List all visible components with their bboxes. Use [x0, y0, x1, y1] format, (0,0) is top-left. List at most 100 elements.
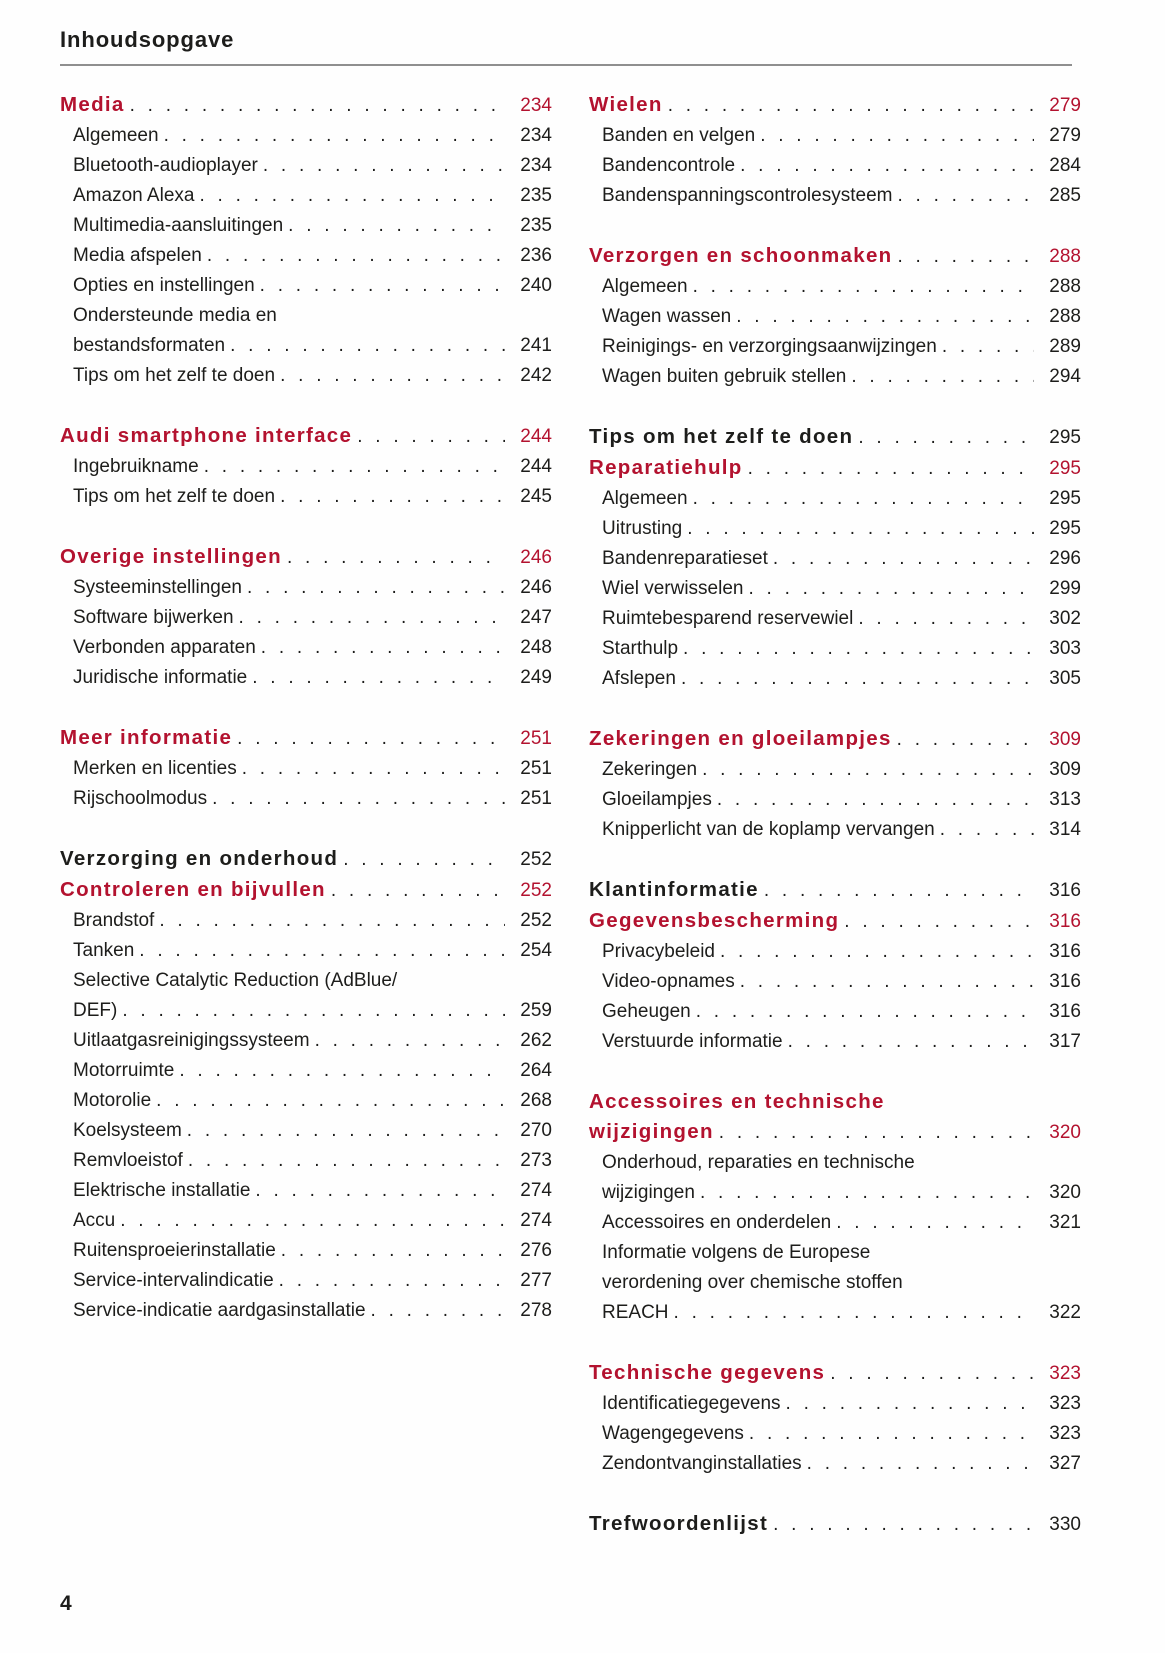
toc-entry-label: Verstuurde informatie	[602, 1031, 783, 1052]
page-number: 323	[1049, 1393, 1081, 1414]
toc-section: Media 234 Algemeen234 Bluetooth-audioplayer…	[60, 90, 552, 391]
page-number: 294	[1049, 366, 1081, 387]
toc-entry-label: Zendontvanginstallaties	[602, 1453, 802, 1474]
dot-leader	[260, 271, 505, 301]
dot-leader	[702, 755, 1034, 785]
dot-leader	[749, 1419, 1034, 1449]
toc-entry-label: Uitlaatgasreinigingssysteem	[73, 1030, 310, 1051]
page-number: 288	[1049, 306, 1081, 327]
toc-entry-label: Merken en licenties	[73, 758, 237, 779]
toc-entry-label: Koelsysteem	[73, 1120, 182, 1141]
dot-leader	[851, 362, 1034, 392]
toc-entry-label: Algemeen	[602, 488, 688, 509]
toc-section-entries: Systeeminstellingen 246 Software bijwerken…	[60, 573, 552, 693]
page-number: 316	[1049, 971, 1081, 992]
toc-entry-label: REACH	[602, 1302, 669, 1323]
toc-entry-label: Tanken	[73, 940, 135, 961]
toc-entry: Systeeminstellingen 246	[60, 573, 552, 603]
page-number: 247	[520, 607, 552, 628]
page-number: 296	[1049, 548, 1081, 569]
toc-entry-label: Service-indicatie aardgasinstallatie	[73, 1300, 366, 1321]
page-number: 245	[520, 486, 552, 507]
toc-entry-label: Accessoires en onderdelen	[602, 1212, 832, 1233]
toc-section-title-label: Overige instellingen	[60, 545, 282, 568]
toc-entry-label: Tips om het zelf te doen	[73, 486, 276, 507]
dot-leader	[204, 452, 505, 482]
toc-section: Verzorging en onderhoud 252	[60, 844, 552, 875]
toc-entry-label: Ruitensproeierinstallatie	[73, 1240, 276, 1261]
page-number: 234	[520, 95, 552, 116]
toc-section-title-label: Media	[60, 93, 125, 116]
dot-leader	[693, 484, 1034, 514]
toc-section: Technische gegevens323Identificatiegegev…	[589, 1358, 1081, 1479]
page-number: 244	[520, 456, 552, 477]
page-number: 273	[520, 1150, 552, 1171]
toc-entry-label: Geheugen	[602, 1001, 691, 1022]
toc-section-entries: Ingebruikname 244 Tips om het zelf te doen…	[60, 452, 552, 512]
toc-section-title: Zekeringen en gloeilampjes 309	[589, 724, 1081, 755]
toc-entry-label: Afslepen	[602, 668, 676, 689]
toc-entry: Wagengegevens 323	[589, 1419, 1081, 1449]
page-number: 303	[1049, 638, 1081, 659]
dot-leader	[357, 422, 505, 452]
toc-entry: Algemeen 234	[60, 121, 552, 151]
toc-entry: Ruitensproeierinstallatie 276	[60, 1236, 552, 1266]
dot-leader	[788, 1027, 1034, 1057]
dot-leader	[764, 876, 1034, 906]
toc-columns: Media 234 Algemeen234 Bluetooth-audioplayer…	[60, 90, 1081, 1540]
toc-entry-label: Multimedia-aansluitingen	[73, 215, 284, 236]
toc-section: Overige instellingen246Systeeminstelling…	[60, 542, 552, 693]
toc-entry: Starthulp 303	[589, 634, 1081, 664]
toc-entry-label: Wagen wassen	[602, 306, 732, 327]
toc-section-title-label: Zekeringen en gloeilampjes	[589, 727, 892, 750]
dot-leader	[940, 815, 1034, 845]
toc-entry: Service-intervalindicatie 277	[60, 1266, 552, 1296]
dot-leader	[720, 937, 1034, 967]
toc-entry-label: Privacybeleid	[602, 941, 715, 962]
toc-entry: Video-opnames 316	[589, 967, 1081, 997]
page-number: 314	[1049, 819, 1081, 840]
page-number: 295	[1049, 458, 1081, 479]
toc-entry-label: Service-intervalindicatie	[73, 1270, 274, 1291]
toc-entry-label: Starthulp	[602, 638, 679, 659]
toc-entry: Afslepen 305	[589, 664, 1081, 694]
toc-section-title: Meer informatie 251	[60, 723, 552, 754]
dot-leader	[719, 1118, 1034, 1148]
toc-entry-label: Bluetooth-audioplayer	[73, 155, 258, 176]
toc-section: Tips om het zelf te doen 295	[589, 422, 1081, 453]
page-number: 317	[1049, 1031, 1081, 1052]
dot-leader	[242, 754, 505, 784]
toc-section: Klantinformatie 316	[589, 875, 1081, 906]
toc-entry-label: Accu	[73, 1210, 116, 1231]
toc-entry-label: Gloeilampjes	[602, 789, 712, 810]
page-number: 277	[520, 1270, 552, 1291]
toc-section-title-label: Gegevensbescherming	[589, 909, 840, 932]
dot-leader	[687, 514, 1034, 544]
dot-leader	[773, 1510, 1034, 1540]
toc-section-entries: Zekeringen 309 Gloeilampjes 313 Knipperlicht…	[589, 755, 1081, 845]
toc-section-title: wijzigingen 320	[589, 1117, 1081, 1148]
dot-leader	[139, 936, 505, 966]
toc-section-title: Gegevensbescherming 316	[589, 906, 1081, 937]
toc-entry-label-line: verordening over chemische stoffen	[602, 1272, 903, 1293]
dot-leader	[740, 151, 1034, 181]
toc-entry: Zendontvanginstallaties 327	[589, 1449, 1081, 1479]
toc-section: Trefwoordenlijst 330	[589, 1509, 1081, 1540]
page-number: 251	[520, 758, 552, 779]
dot-leader	[156, 1086, 505, 1116]
dot-leader	[120, 1206, 505, 1236]
page-number: 316	[1049, 911, 1081, 932]
toc-entry-label: Algemeen	[602, 276, 688, 297]
page-number: 236	[520, 245, 552, 266]
dot-leader	[279, 1266, 505, 1296]
toc-entry: Geheugen 316	[589, 997, 1081, 1027]
dot-leader	[748, 574, 1034, 604]
toc-section-title-label: Verzorgen en schoonmaken	[589, 244, 893, 267]
toc-section-title: Wielen 279	[589, 90, 1081, 121]
toc-section-entries: Algemeen 288 Wagen wassen 288 Reinigings- en…	[589, 272, 1081, 392]
page-number: 235	[520, 215, 552, 236]
toc-entry-label-line: Selective Catalytic Reduction (AdBlue/	[73, 970, 398, 991]
toc-entry-label: Video-opnames	[602, 971, 735, 992]
toc-section: Wielen 279 Banden en velgen 279 Bandencontro…	[589, 90, 1081, 211]
toc-entry-label: Ingebruikname	[73, 456, 199, 477]
